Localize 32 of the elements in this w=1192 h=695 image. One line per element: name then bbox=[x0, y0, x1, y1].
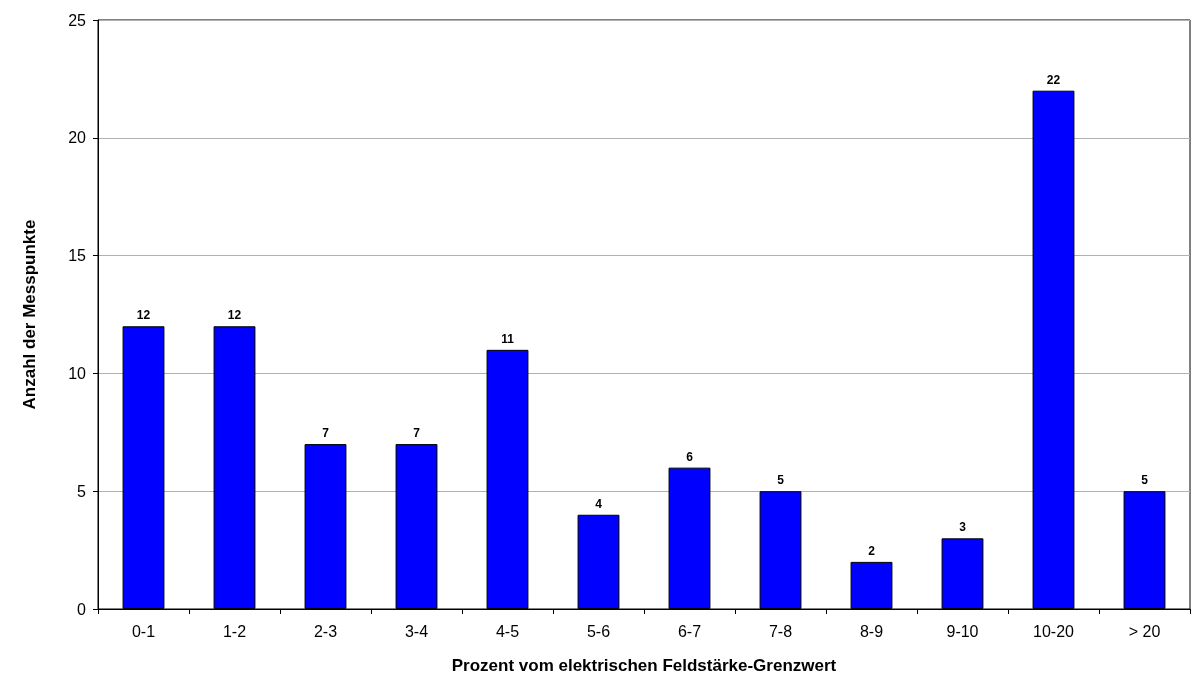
x-tick-label: 1-2 bbox=[222, 622, 247, 640]
x-tick-label: 0-1 bbox=[131, 622, 156, 640]
x-tick-label: 9-10 bbox=[946, 622, 979, 640]
y-tick-label: 0 bbox=[77, 600, 87, 618]
x-tick-label: 2-3 bbox=[313, 622, 338, 640]
data-label: 12 bbox=[136, 308, 151, 323]
y-tick-label: 15 bbox=[68, 247, 87, 265]
data-label: 5 bbox=[1141, 473, 1149, 488]
y-tick-label: 5 bbox=[77, 482, 87, 500]
x-tick-label: > 20 bbox=[1128, 622, 1161, 640]
x-tick-label: 8-9 bbox=[859, 622, 884, 640]
y-tick-label: 20 bbox=[68, 129, 87, 147]
data-label: 22 bbox=[1046, 72, 1061, 87]
data-label: 3 bbox=[959, 520, 967, 535]
data-label: 11 bbox=[501, 331, 515, 346]
x-tick-label: 6-7 bbox=[677, 622, 702, 640]
x-tick-label: 3-4 bbox=[404, 622, 429, 640]
data-label: 7 bbox=[413, 426, 421, 441]
x-tick-label: 4-5 bbox=[495, 622, 520, 640]
y-tick-label: 10 bbox=[68, 364, 87, 382]
data-label: 12 bbox=[227, 308, 242, 323]
x-tick-label: 10-20 bbox=[1033, 622, 1075, 640]
x-tick-label: 5-6 bbox=[586, 622, 611, 640]
y-axis-title: Anzahl der Messpunkte bbox=[20, 219, 39, 410]
x-axis-title: Prozent vom elektrischen Feldstärke-Grenzwert bbox=[451, 656, 837, 675]
y-tick-label: 25 bbox=[68, 11, 87, 29]
data-label: 6 bbox=[686, 449, 694, 464]
data-label: 2 bbox=[868, 543, 876, 558]
x-tick-label: 7-8 bbox=[768, 622, 793, 640]
data-label: 7 bbox=[322, 426, 330, 441]
data-label: 5 bbox=[777, 473, 785, 488]
data-label: 4 bbox=[595, 496, 603, 511]
